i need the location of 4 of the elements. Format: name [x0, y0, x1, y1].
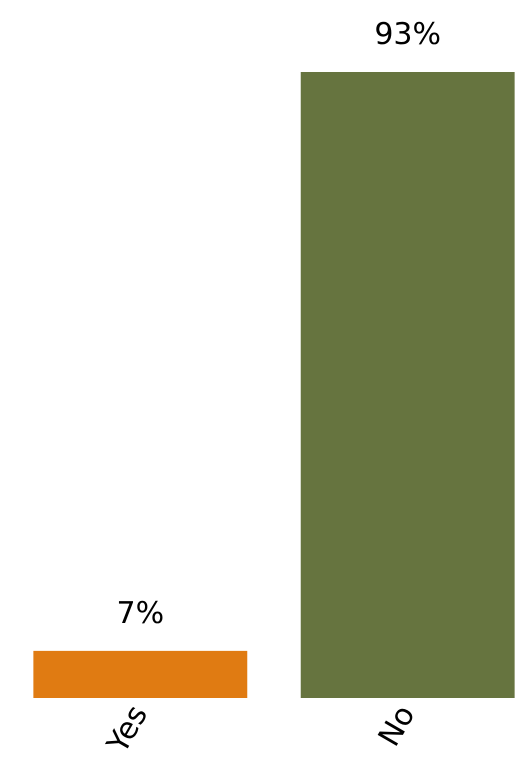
data-label: 93%: [374, 17, 442, 52]
x-tick-label: Yes: [100, 700, 156, 760]
x-tick-label: No: [372, 700, 422, 752]
data-label: 7%: [116, 596, 164, 631]
